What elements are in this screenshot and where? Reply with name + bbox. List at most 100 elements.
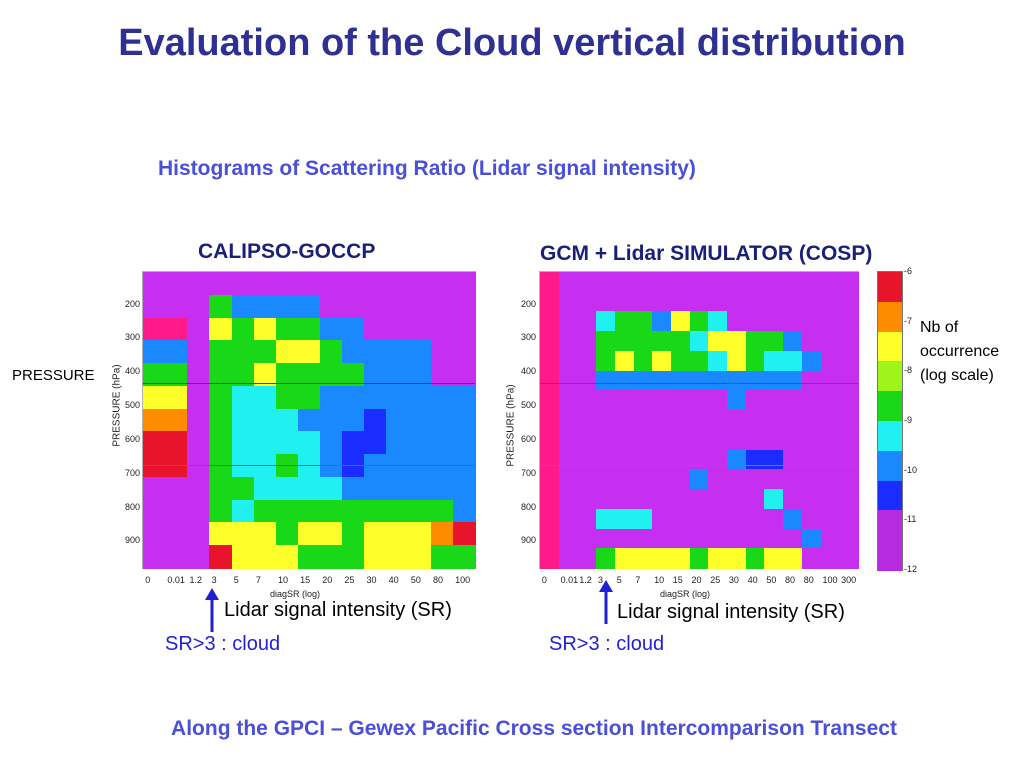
heatmap-cell: [783, 508, 804, 530]
x-tick-label: 20: [322, 575, 333, 585]
heatmap-cell: [342, 476, 366, 501]
heatmap-cell: [727, 410, 748, 432]
heatmap-cell: [342, 431, 366, 456]
heatmap-cell: [745, 429, 766, 451]
heatmap-cell: [165, 272, 189, 296]
x-tick-label: 50: [766, 575, 777, 585]
heatmap-cell: [745, 508, 766, 530]
heatmap-cell: [820, 370, 841, 392]
heatmap-cell: [670, 489, 691, 511]
heatmap-cell: [652, 390, 673, 412]
heatmap-cell: [745, 489, 766, 511]
heatmap-cell: [652, 508, 673, 530]
heatmap-cell: [614, 548, 635, 570]
heatmap-cell: [143, 272, 166, 296]
heatmap-cell: [297, 340, 321, 365]
heatmap-cell: [596, 291, 617, 313]
colorbar-segment: [878, 450, 902, 482]
heatmap-cell: [596, 331, 617, 353]
heatmap-cell: [839, 272, 860, 293]
heatmap-cell: [187, 545, 211, 570]
heatmap-cell: [614, 350, 635, 372]
x-tick-label: 100: [455, 575, 471, 585]
y-tick-label: 300: [520, 332, 536, 343]
heatmap-cell: [364, 499, 388, 524]
heatmap-cell: [596, 489, 617, 511]
heatmap-cell: [253, 476, 277, 501]
heatmap-cell: [386, 272, 410, 296]
heatmap-cell: [839, 291, 860, 313]
heatmap-cell: [596, 508, 617, 530]
heatmap-cell: [689, 489, 710, 511]
heatmap-cell: [275, 385, 299, 410]
heatmap-cell: [165, 499, 189, 524]
heatmap-cell: [143, 294, 166, 319]
heatmap-cell: [558, 272, 579, 293]
heatmap-cell: [540, 429, 560, 451]
heatmap-cell: [452, 363, 476, 388]
heatmap-cell: [764, 469, 785, 491]
x-tick-label: 3: [211, 575, 217, 585]
colorbar-tick-label: -9: [904, 415, 913, 425]
heatmap-cell: [727, 350, 748, 372]
chart1-sr-label: Lidar signal intensity (SR): [224, 599, 452, 621]
heatmap-cell: [839, 429, 860, 451]
heatmap-cell: [187, 499, 211, 524]
heatmap-cell: [320, 522, 344, 547]
heatmap-cell: [801, 272, 822, 293]
heatmap-cell: [764, 331, 785, 353]
heatmap-cell: [820, 489, 841, 511]
heatmap-cell: [297, 317, 321, 342]
heatmap-cell: [187, 476, 211, 501]
heatmap-cell: [342, 317, 366, 342]
heatmap-cell: [364, 363, 388, 388]
colorbar-tick-label: -12: [904, 564, 918, 574]
heatmap-cell: [342, 385, 366, 410]
heatmap-cell: [783, 311, 804, 333]
heatmap-cell: [633, 489, 654, 511]
heatmap-cell: [540, 548, 560, 570]
heatmap-cell: [783, 331, 804, 353]
heatmap-cell: [577, 410, 598, 432]
x-tick-label: 0: [145, 575, 151, 585]
heatmap-cell: [783, 350, 804, 372]
heatmap-cell: [165, 363, 189, 388]
heatmap-cell: [820, 291, 841, 313]
heatmap-cell: [801, 370, 822, 392]
colorbar-segment: [878, 272, 902, 303]
heatmap-cell: [801, 528, 822, 550]
x-tick-label: 15: [672, 575, 683, 585]
heatmap-cell: [839, 331, 860, 353]
colorbar-ticks: -6 -7 -8 -9 -10 -11 -12: [904, 266, 926, 574]
heatmap-cell: [708, 331, 729, 353]
heatmap-cell: [408, 363, 432, 388]
heatmap-cell: [430, 431, 454, 456]
legend-note-line: Nb of: [920, 319, 959, 336]
heatmap-cell: [275, 363, 299, 388]
heatmap-cell: [558, 429, 579, 451]
heatmap-cell: [297, 363, 321, 388]
heatmap-cell: [614, 449, 635, 471]
heatmap-cell: [430, 294, 454, 319]
x-tick-label: 80: [803, 575, 814, 585]
heatmap-cell: [364, 385, 388, 410]
x-tick-label: 80: [432, 575, 443, 585]
heatmap-cell: [430, 385, 454, 410]
heatmap-cell: [633, 548, 654, 570]
heatmap-cell: [452, 294, 476, 319]
colorbar-segment: [878, 480, 902, 512]
heatmap-cell: [320, 476, 344, 501]
heatmap-cell: [839, 528, 860, 550]
x-tick-label: 25: [710, 575, 721, 585]
heatmap-cell: [614, 429, 635, 451]
heatmap-cell: [209, 545, 233, 570]
heatmap-cell: [540, 528, 560, 550]
heatmap-cell: [614, 390, 635, 412]
heatmap-cell: [839, 390, 860, 412]
heatmap-cell: [764, 370, 785, 392]
heatmap-cell: [745, 469, 766, 491]
heatmap-cell: [430, 340, 454, 365]
colorbar: [877, 271, 903, 572]
heatmap-cell: [558, 508, 579, 530]
heatmap-cell: [764, 410, 785, 432]
